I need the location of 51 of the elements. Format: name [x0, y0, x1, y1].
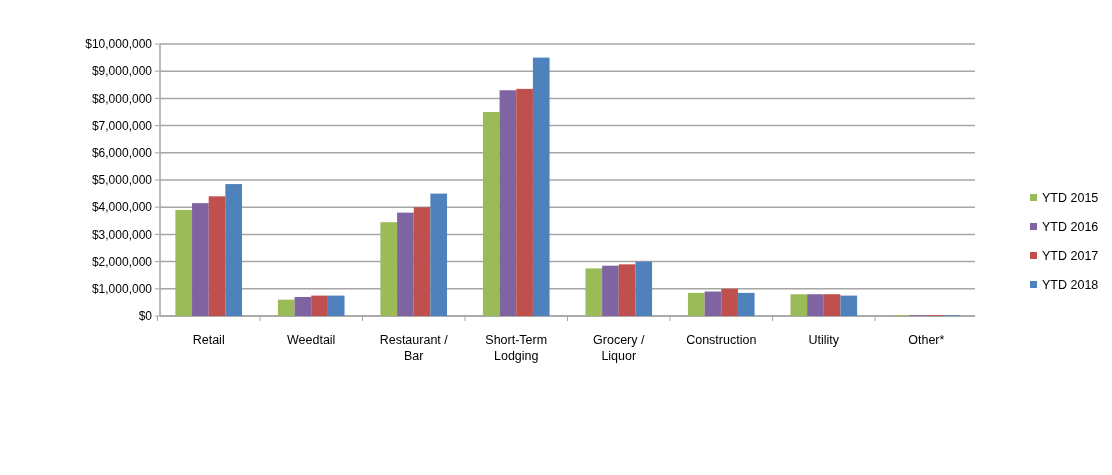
x-tick-label: Retail [192, 333, 225, 347]
bar [704, 291, 722, 316]
legend-label: YTD 2015 [1042, 191, 1099, 206]
bar [516, 88, 533, 316]
y-tick-label: $3,000,000 [91, 227, 153, 242]
bar [192, 203, 209, 316]
bar [397, 212, 414, 316]
bar [602, 265, 619, 316]
x-tick-label: Grocery / Liquor [593, 333, 645, 363]
x-tick-label: Construction [686, 333, 757, 347]
bar [499, 90, 517, 316]
x-tick-label: Restaurant / Bar [379, 333, 449, 363]
y-tick-label: $2,000,000 [91, 254, 153, 269]
bar [413, 207, 431, 316]
y-tick-label: $7,000,000 [91, 118, 153, 133]
bar [208, 196, 226, 316]
y-tick-label: $6,000,000 [91, 146, 153, 160]
bar [482, 112, 500, 316]
bar [737, 292, 755, 316]
x-tick-label: Other* [908, 333, 945, 347]
bar [175, 209, 193, 316]
bar [823, 294, 841, 316]
y-tick-label: $0 [138, 309, 153, 324]
bar [721, 288, 738, 316]
bar [430, 193, 448, 316]
bar [635, 261, 653, 316]
bar [277, 299, 295, 316]
y-tick-label: $1,000,000 [91, 282, 153, 296]
bar [380, 222, 398, 316]
bar [807, 294, 824, 316]
legend-label: YTD 2018 [1042, 278, 1099, 293]
bar [294, 296, 312, 316]
bar [225, 184, 243, 316]
bar [687, 292, 705, 316]
bar [790, 294, 808, 316]
y-tick-label: $5,000,000 [91, 173, 153, 188]
bar [840, 295, 858, 316]
bar [585, 268, 603, 316]
x-tick-label: Utility [808, 333, 840, 347]
bar [311, 295, 328, 316]
y-tick-label: $4,000,000 [91, 200, 153, 215]
legend-label: YTD 2017 [1042, 249, 1099, 264]
bar [327, 295, 345, 316]
y-tick-label: $9,000,000 [91, 64, 153, 79]
y-tick-label: $8,000,000 [91, 91, 153, 106]
x-tick-label: Short-Term Lodging [485, 333, 548, 363]
bar [532, 57, 550, 316]
bar [618, 264, 636, 316]
y-tick-label: $10,000,000 [85, 37, 153, 52]
legend-label: YTD 2016 [1042, 220, 1099, 235]
x-tick-label: Weedtail [287, 333, 336, 347]
